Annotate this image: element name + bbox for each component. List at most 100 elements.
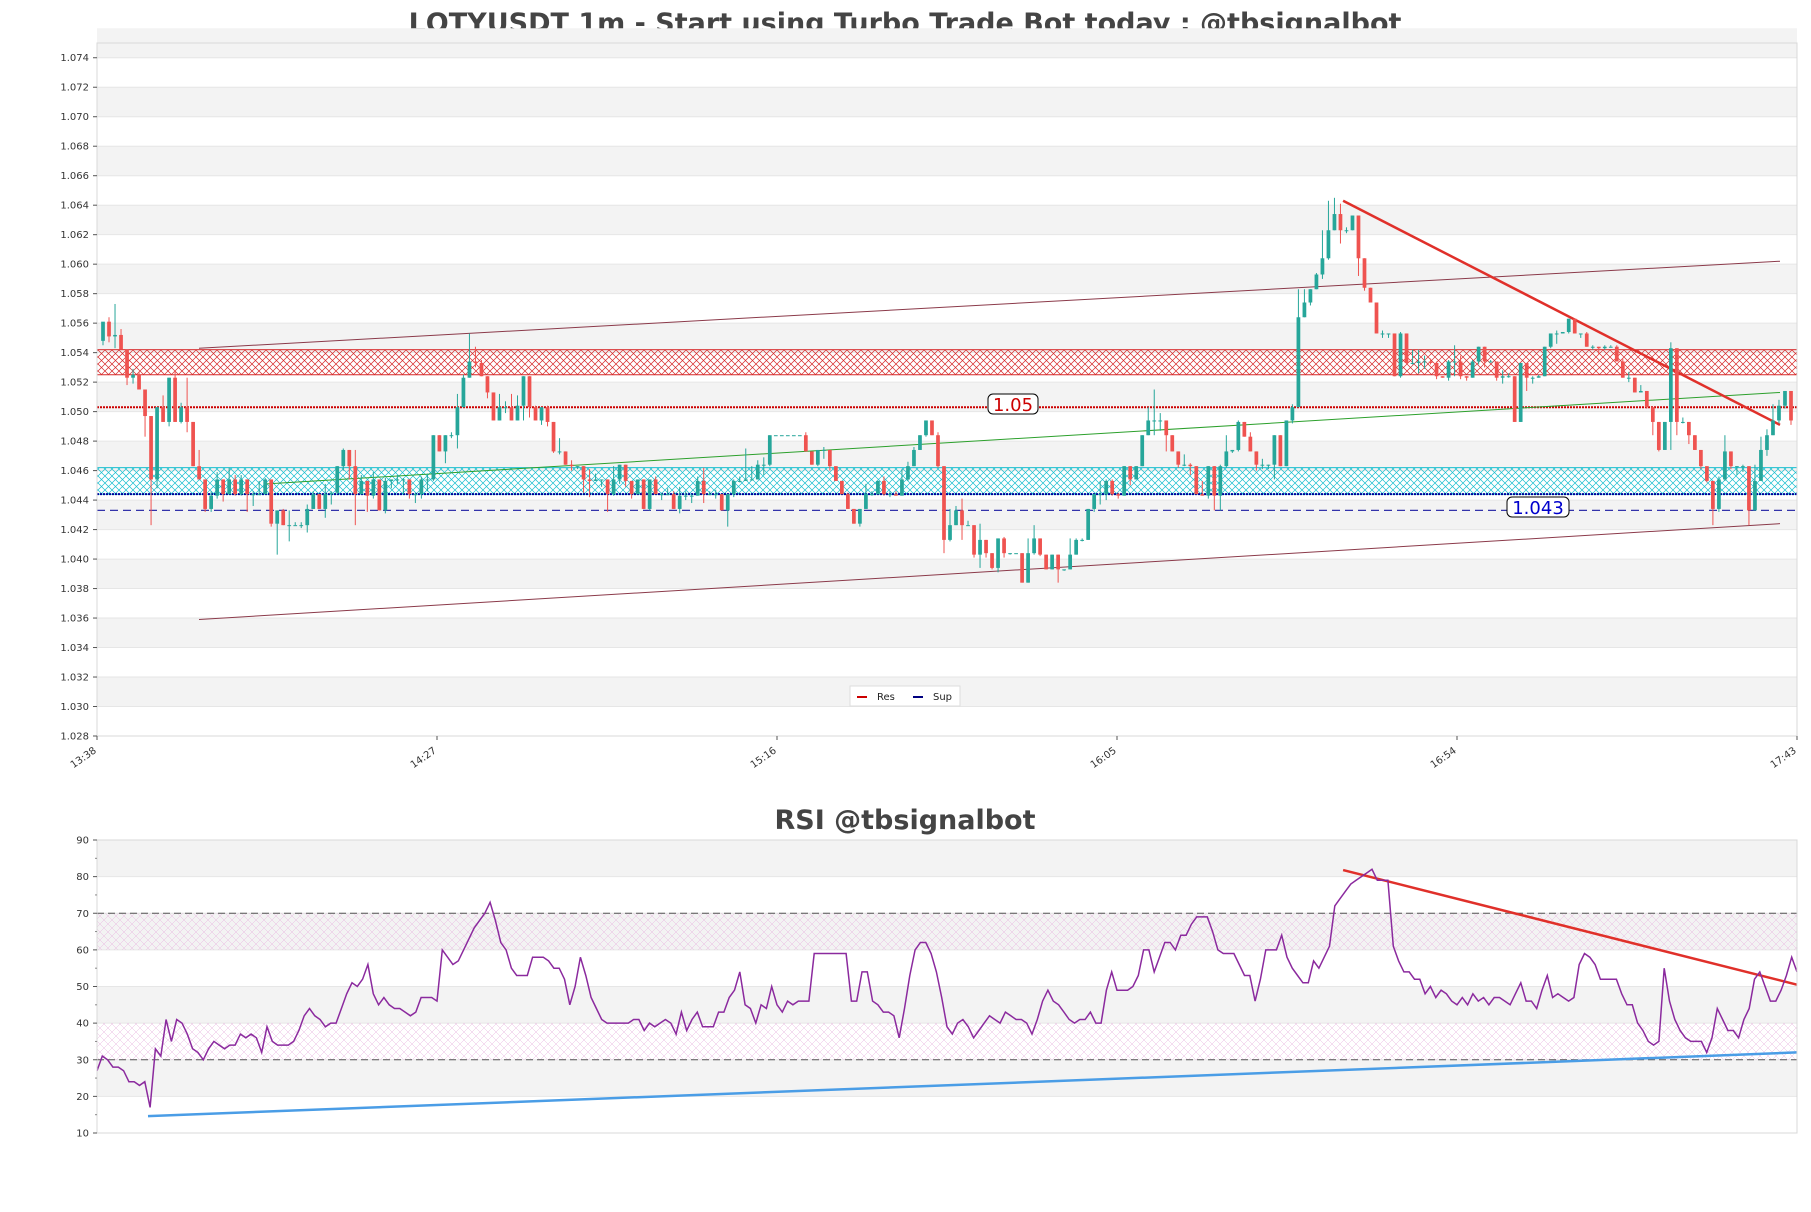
candle-body bbox=[1674, 348, 1679, 422]
rsi-downtrend-line bbox=[1342, 868, 1798, 986]
candle-body bbox=[227, 479, 232, 495]
candle-body bbox=[125, 349, 129, 378]
rsi-hatch-band bbox=[97, 913, 1797, 950]
candle-body bbox=[864, 494, 868, 509]
candle-body bbox=[797, 435, 802, 437]
candle bbox=[497, 393, 502, 421]
candle-body bbox=[1140, 435, 1145, 467]
candle-body bbox=[1506, 376, 1511, 378]
candle bbox=[888, 491, 892, 498]
candle-body bbox=[954, 510, 958, 526]
candle-body bbox=[599, 479, 604, 481]
candle bbox=[864, 483, 868, 509]
candle-body bbox=[629, 480, 634, 495]
candle bbox=[353, 449, 358, 526]
candle bbox=[966, 520, 970, 527]
candle bbox=[1134, 466, 1139, 480]
candle bbox=[167, 377, 171, 427]
candle-body bbox=[1548, 333, 1553, 347]
candle-body bbox=[990, 553, 994, 568]
candle-body bbox=[779, 435, 784, 437]
candle-body bbox=[966, 525, 970, 527]
x-tick-label: 17:43 bbox=[1769, 745, 1799, 771]
candle bbox=[359, 475, 364, 495]
candle bbox=[882, 476, 886, 496]
candle-body bbox=[1248, 436, 1253, 452]
candle bbox=[335, 466, 340, 495]
candle-body bbox=[515, 405, 520, 421]
candle bbox=[1711, 480, 1715, 526]
candle-body bbox=[605, 479, 610, 495]
candle-body bbox=[828, 449, 832, 467]
candle bbox=[1014, 553, 1018, 555]
candle bbox=[443, 435, 448, 464]
main-plot-frame bbox=[96, 42, 1798, 737]
candle-body bbox=[1687, 421, 1691, 436]
x-tick-label: 13:38 bbox=[69, 745, 99, 771]
candle-body bbox=[131, 374, 135, 378]
candle bbox=[1632, 377, 1637, 393]
candle-body bbox=[1542, 346, 1547, 377]
candle bbox=[743, 448, 748, 481]
candle-body bbox=[575, 466, 580, 468]
candle-body bbox=[882, 480, 886, 495]
candle-body bbox=[1602, 346, 1607, 349]
candle bbox=[1278, 435, 1283, 467]
candle bbox=[828, 449, 832, 471]
candle bbox=[1482, 346, 1487, 368]
candle-body bbox=[713, 494, 718, 496]
candle bbox=[725, 494, 730, 527]
candle bbox=[491, 392, 496, 421]
candle-body bbox=[1518, 362, 1523, 422]
y-tick-label: 1.046 bbox=[60, 466, 89, 477]
candle bbox=[149, 416, 153, 526]
candle bbox=[1056, 554, 1060, 583]
candle bbox=[539, 407, 544, 425]
candle bbox=[191, 421, 195, 467]
candle-body bbox=[1332, 214, 1337, 231]
candle bbox=[1771, 404, 1775, 436]
candle bbox=[972, 525, 976, 558]
candle bbox=[659, 492, 664, 501]
candle bbox=[1272, 435, 1277, 480]
candle-body bbox=[539, 407, 544, 421]
candle-body bbox=[1464, 376, 1469, 378]
support-zone bbox=[96, 467, 1798, 495]
y-tick-label: 1.030 bbox=[60, 702, 89, 713]
candle-body bbox=[900, 479, 904, 496]
candle-body bbox=[912, 449, 916, 467]
candle bbox=[1230, 449, 1235, 453]
candle-body bbox=[1224, 451, 1229, 467]
candle bbox=[1110, 479, 1115, 496]
candle-body bbox=[1134, 466, 1139, 480]
candle bbox=[954, 505, 958, 526]
candle bbox=[1741, 464, 1745, 473]
candle-body bbox=[1608, 346, 1613, 348]
candle bbox=[1038, 538, 1042, 557]
candle-body bbox=[1446, 361, 1451, 378]
candle bbox=[695, 476, 700, 496]
candle-body bbox=[671, 494, 676, 509]
candle-body bbox=[1699, 449, 1703, 467]
candle-body bbox=[1170, 435, 1175, 452]
candle-body bbox=[978, 539, 982, 555]
candle bbox=[1674, 348, 1679, 436]
candle-body bbox=[665, 494, 670, 496]
candle bbox=[846, 492, 850, 509]
candle-body bbox=[359, 480, 364, 495]
candle bbox=[689, 494, 694, 504]
candle bbox=[1254, 451, 1259, 471]
candle-body bbox=[1194, 466, 1199, 495]
candle bbox=[635, 479, 640, 495]
candle bbox=[509, 393, 514, 421]
candle-body bbox=[1747, 466, 1751, 511]
candle-body bbox=[1590, 346, 1595, 348]
rsi-uptrend-line bbox=[147, 1051, 1798, 1118]
candle bbox=[653, 476, 658, 495]
grid-band bbox=[97, 441, 1797, 471]
candle-body bbox=[1452, 361, 1457, 363]
rsi-y-tick-label: 10 bbox=[76, 1129, 89, 1140]
candle-body bbox=[1320, 258, 1325, 275]
candle bbox=[876, 480, 880, 495]
candle-body bbox=[401, 479, 406, 481]
